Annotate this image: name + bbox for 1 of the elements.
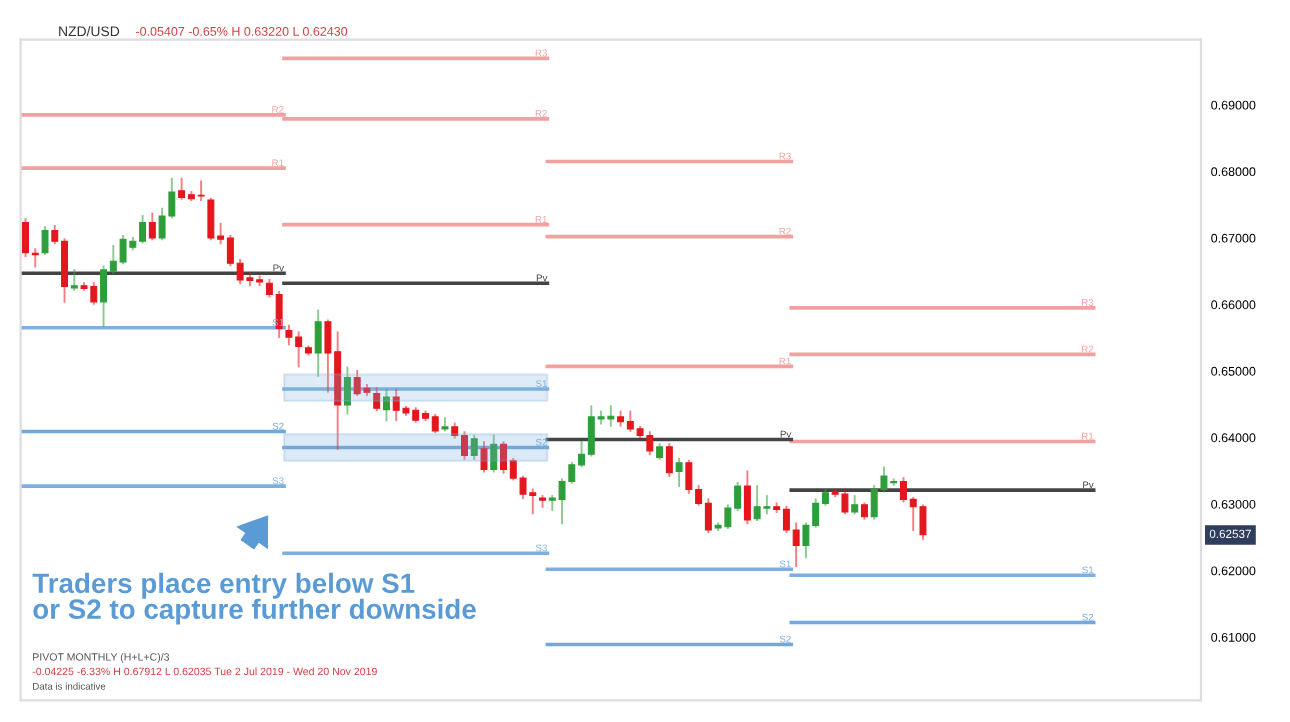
annotation: Traders place entry below S1 or S2 to capture further downside bbox=[32, 572, 476, 625]
